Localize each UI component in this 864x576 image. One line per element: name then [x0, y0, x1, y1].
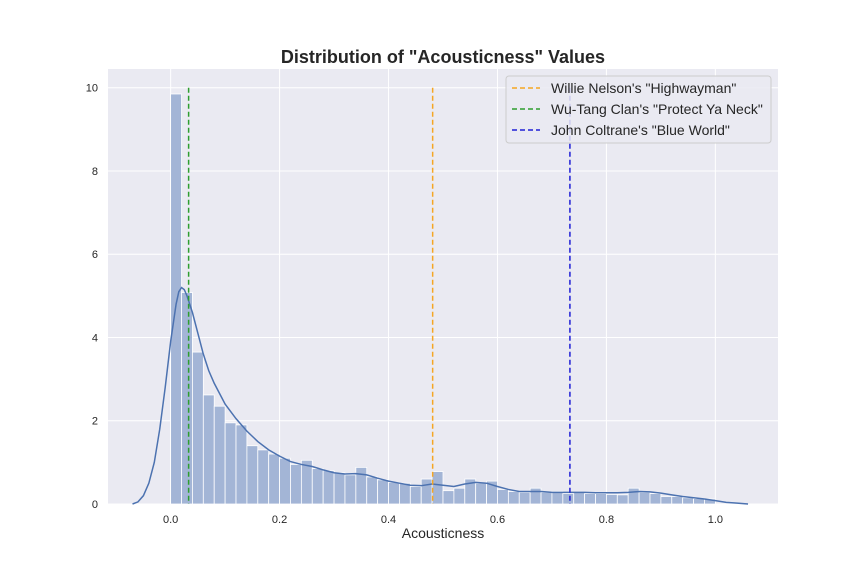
histogram-bar — [224, 422, 237, 505]
histogram-bar — [616, 494, 629, 505]
histogram-bar — [497, 489, 509, 505]
x-tick-label: 0.2 — [272, 514, 287, 526]
legend-label: John Coltrane's "Blue World" — [551, 122, 730, 138]
histogram-bar — [649, 493, 662, 505]
histogram-bar — [551, 491, 564, 505]
histogram-bar — [246, 445, 259, 505]
legend-label: Wu-Tang Clan's "Protect Ya Neck" — [551, 101, 763, 117]
x-tick-label: 0.0 — [163, 514, 178, 526]
y-tick-label: 4 — [92, 332, 98, 344]
histogram-bar — [518, 491, 531, 505]
kde-curve — [132, 286, 749, 505]
histogram-bar — [529, 487, 542, 505]
histogram-bar — [192, 351, 204, 505]
histogram-bar — [202, 394, 215, 505]
histogram-bar — [584, 493, 596, 505]
histogram-bar — [475, 482, 487, 505]
histogram-bar — [627, 487, 640, 505]
histogram-bar — [660, 496, 673, 505]
histogram-bar — [355, 466, 368, 505]
histogram-bar — [170, 93, 182, 505]
histogram-bar — [377, 479, 389, 505]
y-tick-label: 2 — [92, 416, 98, 428]
histogram-bar — [507, 491, 520, 505]
legend-label: Willie Nelson's "Highwayman" — [551, 80, 736, 96]
histogram-bar — [682, 497, 694, 505]
histogram-bar — [213, 405, 226, 505]
histogram-bar — [333, 472, 346, 505]
legend-box — [505, 75, 772, 144]
histogram-bar — [290, 464, 302, 505]
histogram-bar — [420, 478, 433, 505]
histogram-bar — [606, 494, 618, 505]
histogram-bar — [562, 493, 575, 505]
histogram-bar — [453, 487, 466, 505]
histogram-bar — [344, 474, 357, 505]
y-tick-label: 0 — [92, 499, 98, 511]
histogram-bar — [409, 486, 422, 505]
histogram-bar — [704, 498, 716, 505]
histogram-bar — [268, 453, 280, 505]
chart-title: Distribution of "Acousticness" Values — [281, 47, 605, 67]
x-tick-labels: 0.0 0.2 0.4 0.6 0.8 1.0 — [163, 514, 723, 526]
histogram-bar — [638, 491, 651, 505]
histogram-bar — [431, 471, 444, 505]
x-tick-label: 0.8 — [599, 514, 614, 526]
histogram-bar — [595, 493, 607, 505]
histogram-bar — [257, 449, 270, 505]
histogram-bar — [399, 482, 411, 505]
x-axis-title: Acousticness — [402, 525, 484, 541]
histogram-bar — [671, 496, 684, 505]
histogram-bar — [573, 491, 586, 505]
histogram-bar — [322, 470, 335, 505]
histogram-bar — [366, 476, 379, 505]
histogram-bars — [170, 93, 716, 505]
x-tick-label: 0.4 — [381, 514, 396, 526]
y-tick-label: 10 — [86, 83, 98, 95]
reference-lines — [187, 87, 571, 504]
histogram-bar — [279, 457, 291, 505]
histogram-bar — [388, 481, 400, 505]
x-tick-label: 1.0 — [708, 514, 723, 526]
histogram-bar — [311, 468, 324, 505]
histogram-bar — [442, 490, 455, 505]
y-tick-labels: 0 2 4 6 8 10 — [86, 83, 98, 511]
legend: Willie Nelson's "Highwayman" Wu-Tang Clan… — [505, 75, 772, 144]
y-tick-label: 6 — [92, 249, 98, 261]
histogram-bar — [181, 292, 193, 505]
histogram-bar — [235, 424, 248, 505]
y-tick-label: 8 — [92, 166, 98, 178]
x-tick-label: 0.6 — [490, 514, 505, 526]
histogram-bar — [540, 491, 553, 505]
